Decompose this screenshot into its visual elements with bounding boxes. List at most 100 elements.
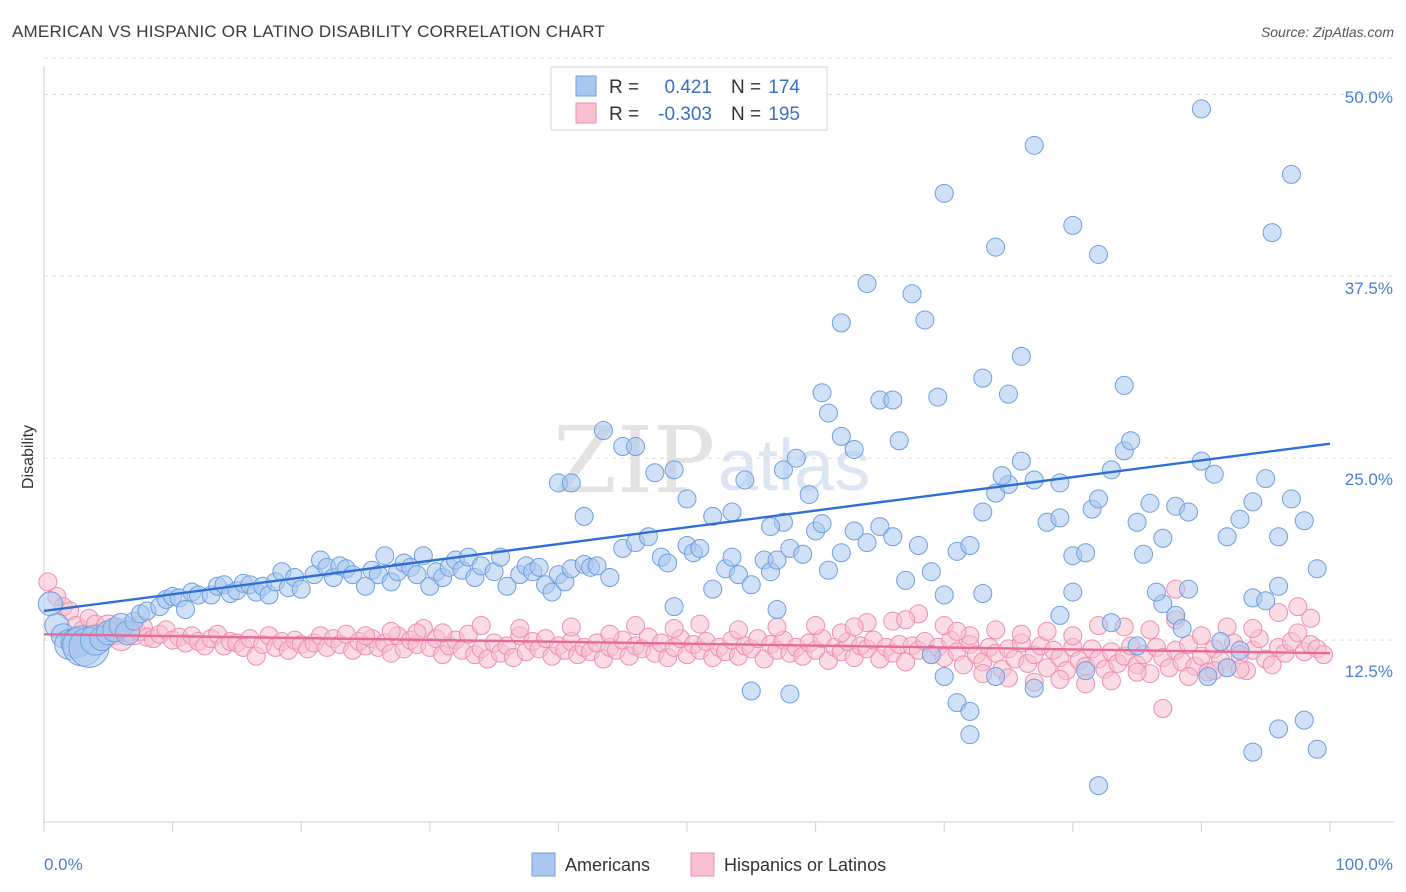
hispanic-data-point xyxy=(1063,626,1083,646)
hispanic-data-point xyxy=(1191,626,1211,646)
american-data-point xyxy=(1076,661,1096,681)
american-data-point xyxy=(883,390,903,410)
american-data-point xyxy=(921,645,941,665)
american-data-point xyxy=(831,543,851,563)
american-data-point xyxy=(1089,244,1109,264)
american-data-point xyxy=(1127,512,1147,532)
hispanic-data-point xyxy=(1127,662,1147,682)
american-data-point xyxy=(1230,509,1250,529)
chart-source: Source: ZipAtlas.com xyxy=(1260,24,1394,40)
american-data-point xyxy=(587,556,607,576)
american-data-point xyxy=(1050,473,1070,493)
american-data-point xyxy=(1217,658,1237,678)
hispanic-data-point xyxy=(1269,602,1289,622)
x-axis-ticks xyxy=(43,822,1331,832)
gridlines xyxy=(44,57,1394,641)
american-data-point xyxy=(973,502,993,522)
american-data-point xyxy=(960,725,980,745)
hispanic-data-point xyxy=(986,620,1006,640)
american-data-point xyxy=(1134,544,1154,564)
legend-r-value-hispanics: -0.303 xyxy=(658,104,712,125)
hispanic-data-point xyxy=(407,623,427,643)
american-data-point xyxy=(1114,375,1134,395)
legend-n-label-americans: N = xyxy=(731,77,761,98)
american-data-point xyxy=(1243,742,1263,762)
american-data-point xyxy=(728,565,748,585)
legend-n-value-hispanics: 195 xyxy=(768,104,800,125)
american-data-point xyxy=(37,591,63,617)
american-data-point xyxy=(896,570,916,590)
american-data-point xyxy=(574,506,594,526)
hispanic-data-point xyxy=(1050,669,1070,689)
american-data-point xyxy=(812,383,832,403)
bottom-legend-swatch-americans xyxy=(531,852,556,877)
hispanic-data-point xyxy=(356,626,375,646)
american-data-point xyxy=(356,576,375,596)
american-data-point xyxy=(1011,346,1031,366)
y-tick-label-12-5: 12.5% xyxy=(1345,662,1393,681)
american-data-point xyxy=(767,550,787,570)
legend-swatch-hispanics xyxy=(575,102,597,124)
american-data-point xyxy=(915,310,935,330)
american-data-point xyxy=(934,585,954,605)
hispanic-data-point xyxy=(1262,655,1282,675)
hispanic-data-point xyxy=(953,655,973,675)
hispanic-data-point xyxy=(690,614,710,634)
american-data-point xyxy=(593,421,613,441)
american-data-point xyxy=(664,597,684,617)
american-data-point xyxy=(986,666,1006,686)
american-data-point xyxy=(175,600,195,620)
american-data-point xyxy=(1050,605,1070,625)
american-data-point xyxy=(741,681,761,701)
american-data-point xyxy=(908,536,928,556)
hispanic-data-point xyxy=(1288,597,1308,617)
american-data-point xyxy=(626,437,646,457)
american-data-point xyxy=(1172,618,1192,638)
legend-box xyxy=(550,66,828,131)
y-tick-label-50: 50.0% xyxy=(1345,88,1393,107)
hispanic-data-point xyxy=(626,616,646,636)
american-data-point xyxy=(870,517,890,537)
american-data-point xyxy=(1089,489,1109,509)
american-data-point xyxy=(1256,469,1276,489)
american-data-point xyxy=(677,489,697,509)
american-data-point xyxy=(1076,543,1096,563)
hispanic-data-point xyxy=(1153,698,1173,718)
american-data-point xyxy=(1011,451,1031,471)
hispanic-data-point xyxy=(381,621,401,641)
american-data-point xyxy=(529,557,549,577)
american-data-point xyxy=(690,538,710,558)
hispanic-data-point xyxy=(1140,620,1160,640)
american-data-point xyxy=(831,313,851,333)
american-data-point xyxy=(1121,431,1141,451)
american-data-point xyxy=(664,460,684,480)
american-data-point xyxy=(1198,666,1218,686)
american-data-point xyxy=(986,237,1006,257)
american-data-point xyxy=(844,521,864,541)
chart-title: AMERICAN VS HISPANIC OR LATINO DISABILIT… xyxy=(12,22,606,41)
hispanic-data-point xyxy=(1288,623,1308,643)
american-data-point xyxy=(375,546,395,566)
american-data-point xyxy=(1269,719,1289,739)
american-data-point xyxy=(844,439,864,459)
american-data-point xyxy=(645,463,665,483)
legend-r-value-americans: 0.421 xyxy=(664,77,712,98)
american-data-point xyxy=(992,466,1012,486)
legend-r-label-americans: R = xyxy=(609,77,639,98)
american-data-point xyxy=(1140,493,1160,513)
hispanic-data-point xyxy=(1301,608,1321,628)
hispanic-data-point xyxy=(1101,671,1121,691)
hispanic-data-point xyxy=(600,624,620,644)
american-data-point xyxy=(780,684,800,704)
american-data-point xyxy=(1024,470,1044,490)
y-tick-label-37-5: 37.5% xyxy=(1345,279,1393,298)
american-data-point xyxy=(1269,576,1289,596)
american-data-point xyxy=(761,517,781,537)
legend-n-value-americans: 174 xyxy=(768,77,800,98)
hispanic-data-point xyxy=(844,617,864,637)
american-data-point xyxy=(1101,613,1121,633)
legend-n-label-hispanics: N = xyxy=(731,104,761,125)
hispanic-data-point xyxy=(728,620,748,640)
legend-swatch-americans xyxy=(575,75,597,97)
american-data-point xyxy=(1230,640,1250,660)
